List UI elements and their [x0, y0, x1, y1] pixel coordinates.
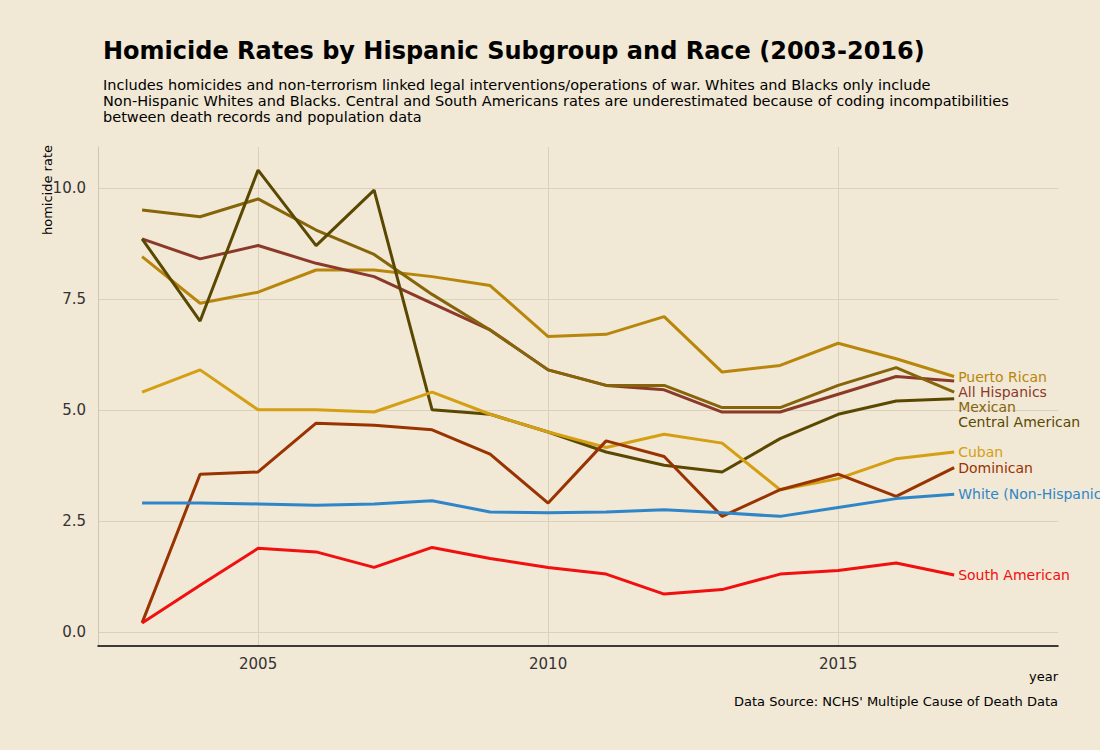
- svg-text:0.0: 0.0: [62, 623, 86, 641]
- svg-text:Mexican: Mexican: [958, 399, 1016, 415]
- svg-text:Homicide Rates by Hispanic Sub: Homicide Rates by Hispanic Subgroup and …: [103, 37, 925, 65]
- svg-text:White (Non-Hispanic): White (Non-Hispanic): [958, 486, 1100, 502]
- svg-text:Cuban: Cuban: [958, 444, 1003, 460]
- svg-text:2.5: 2.5: [62, 512, 86, 530]
- svg-text:10.0: 10.0: [53, 179, 86, 197]
- svg-text:Data Source: NCHS' Multiple Ca: Data Source: NCHS' Multiple Cause of Dea…: [734, 694, 1058, 709]
- svg-text:South American: South American: [958, 567, 1070, 583]
- svg-text:between death records and popu: between death records and population dat…: [103, 109, 422, 125]
- svg-text:5.0: 5.0: [62, 401, 86, 419]
- svg-text:homicide rate: homicide rate: [39, 145, 55, 235]
- svg-text:Central American: Central American: [958, 414, 1080, 430]
- svg-text:Puerto Rican: Puerto Rican: [958, 369, 1047, 385]
- svg-text:Non-Hispanic Whites and Blacks: Non-Hispanic Whites and Blacks. Central …: [103, 93, 1009, 109]
- svg-text:All Hispanics: All Hispanics: [958, 384, 1047, 400]
- svg-text:Dominican: Dominican: [958, 460, 1033, 476]
- svg-text:Includes homicides and non-ter: Includes homicides and non-terrorism lin…: [103, 77, 931, 93]
- svg-text:7.5: 7.5: [62, 290, 86, 308]
- svg-text:2015: 2015: [819, 655, 857, 673]
- svg-text:2005: 2005: [239, 655, 277, 673]
- svg-text:year: year: [1029, 669, 1059, 684]
- svg-text:2010: 2010: [529, 655, 567, 673]
